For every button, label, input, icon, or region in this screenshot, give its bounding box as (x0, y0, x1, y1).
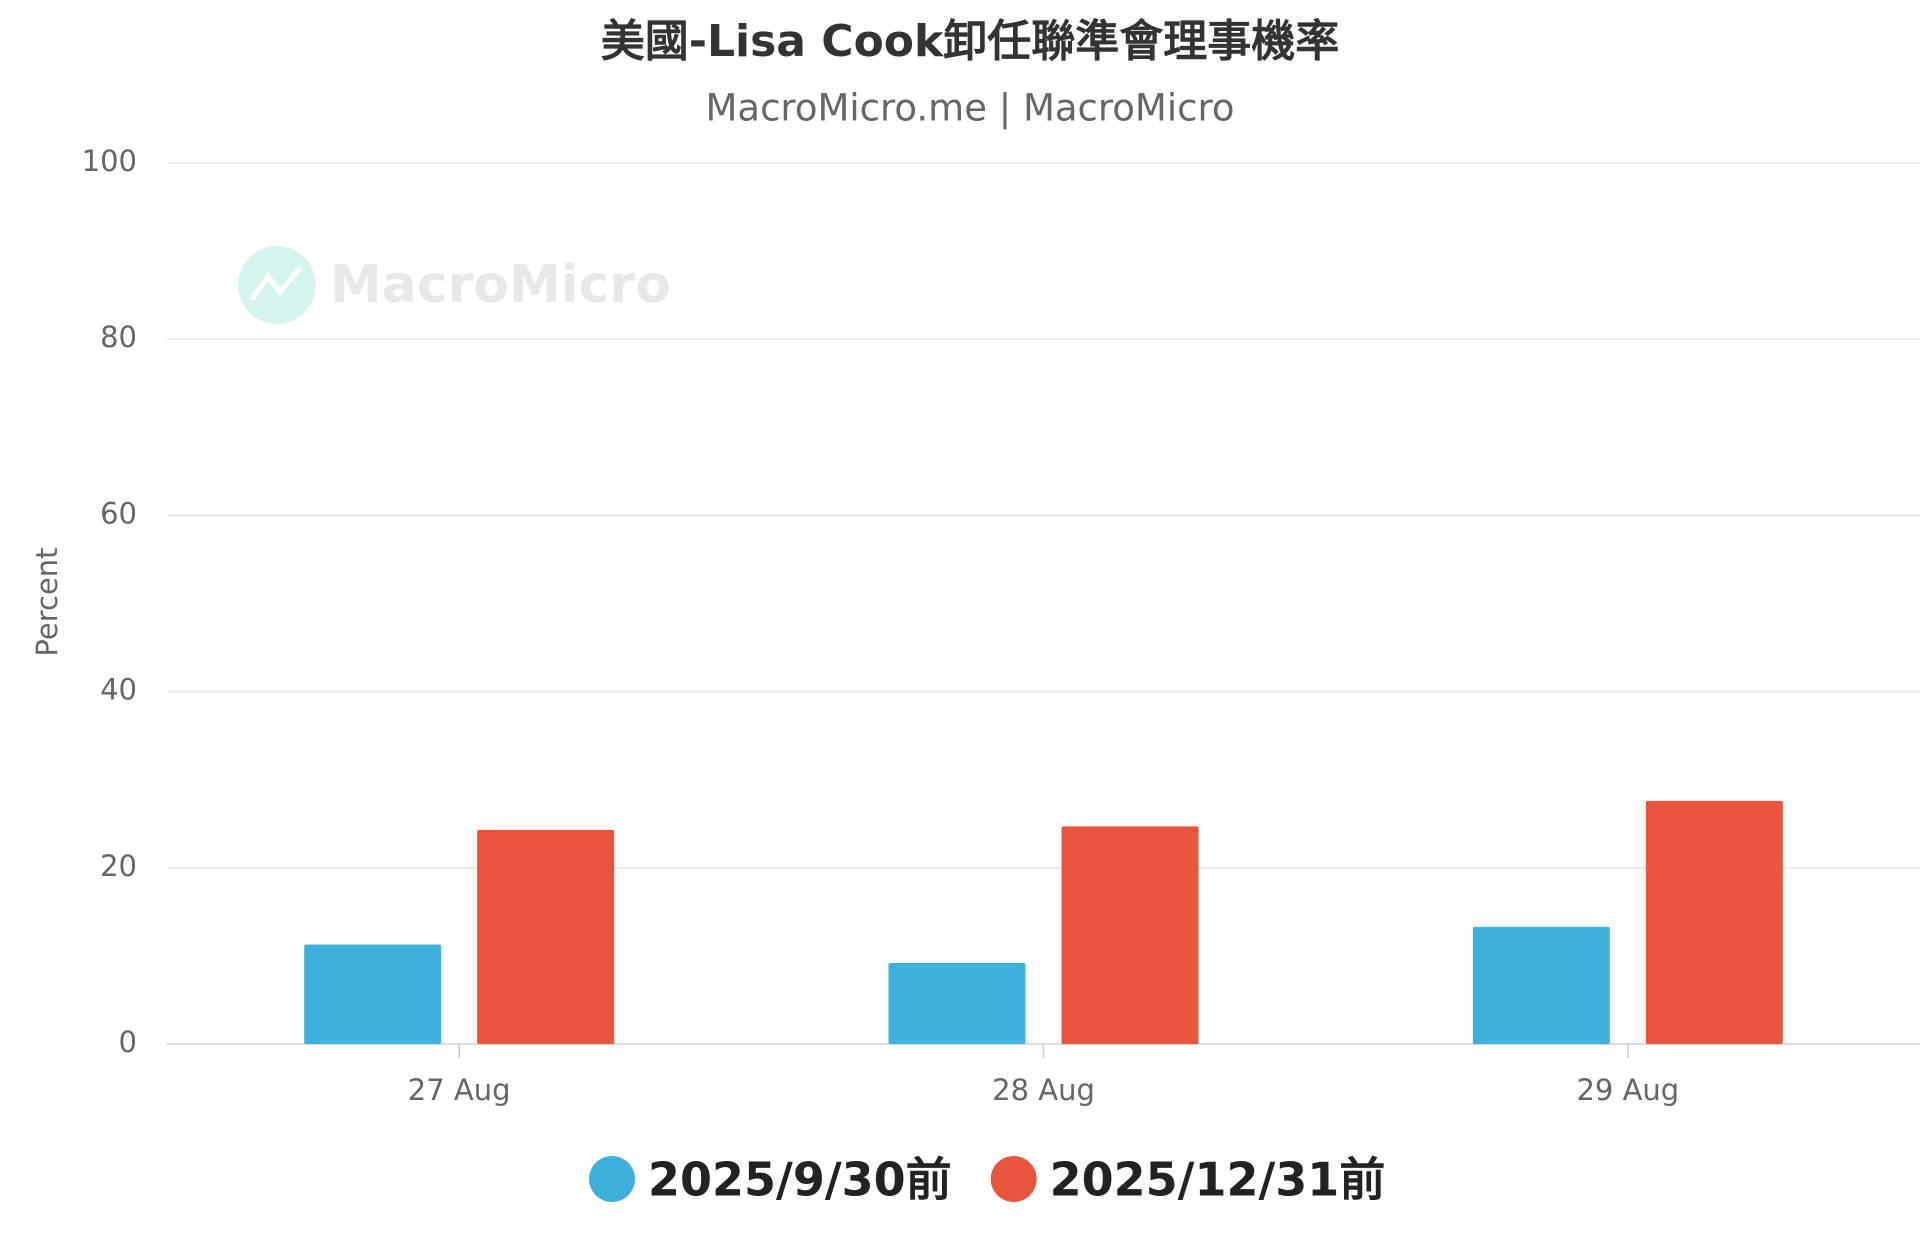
x-tick-label: 29 Aug (1576, 1073, 1679, 1107)
x-tick-label: 27 Aug (408, 1073, 511, 1107)
bar (1061, 826, 1199, 1044)
legend-label: 2025/12/31前 (1050, 1153, 1386, 1207)
watermark-text: MacroMicro (330, 255, 671, 315)
chart-title: 美國-Lisa Cook卸任聯準會理事機率 (601, 16, 1340, 67)
legend-marker (589, 1156, 635, 1202)
legend-marker (990, 1156, 1037, 1202)
bar (477, 829, 615, 1044)
x-tick-label: 28 Aug (992, 1073, 1095, 1107)
y-tick-label: 0 (119, 1025, 137, 1059)
bar (1645, 800, 1783, 1044)
watermark: MacroMicro (238, 246, 671, 324)
bar (888, 962, 1026, 1044)
bar (304, 944, 442, 1044)
chart-subtitle: MacroMicro.me | MacroMicro (705, 87, 1234, 130)
y-tick-label: 40 (100, 673, 137, 707)
y-tick-label: 20 (100, 849, 137, 883)
legend-label: 2025/9/30前 (648, 1153, 952, 1207)
y-axis-label: Percent (30, 547, 64, 656)
watermark-logo-line (249, 266, 302, 302)
y-tick-label: 60 (100, 496, 137, 530)
y-tick-label: 80 (100, 320, 137, 354)
watermark-logo (238, 246, 316, 324)
bar (1472, 926, 1610, 1044)
y-tick-label: 100 (82, 144, 137, 178)
